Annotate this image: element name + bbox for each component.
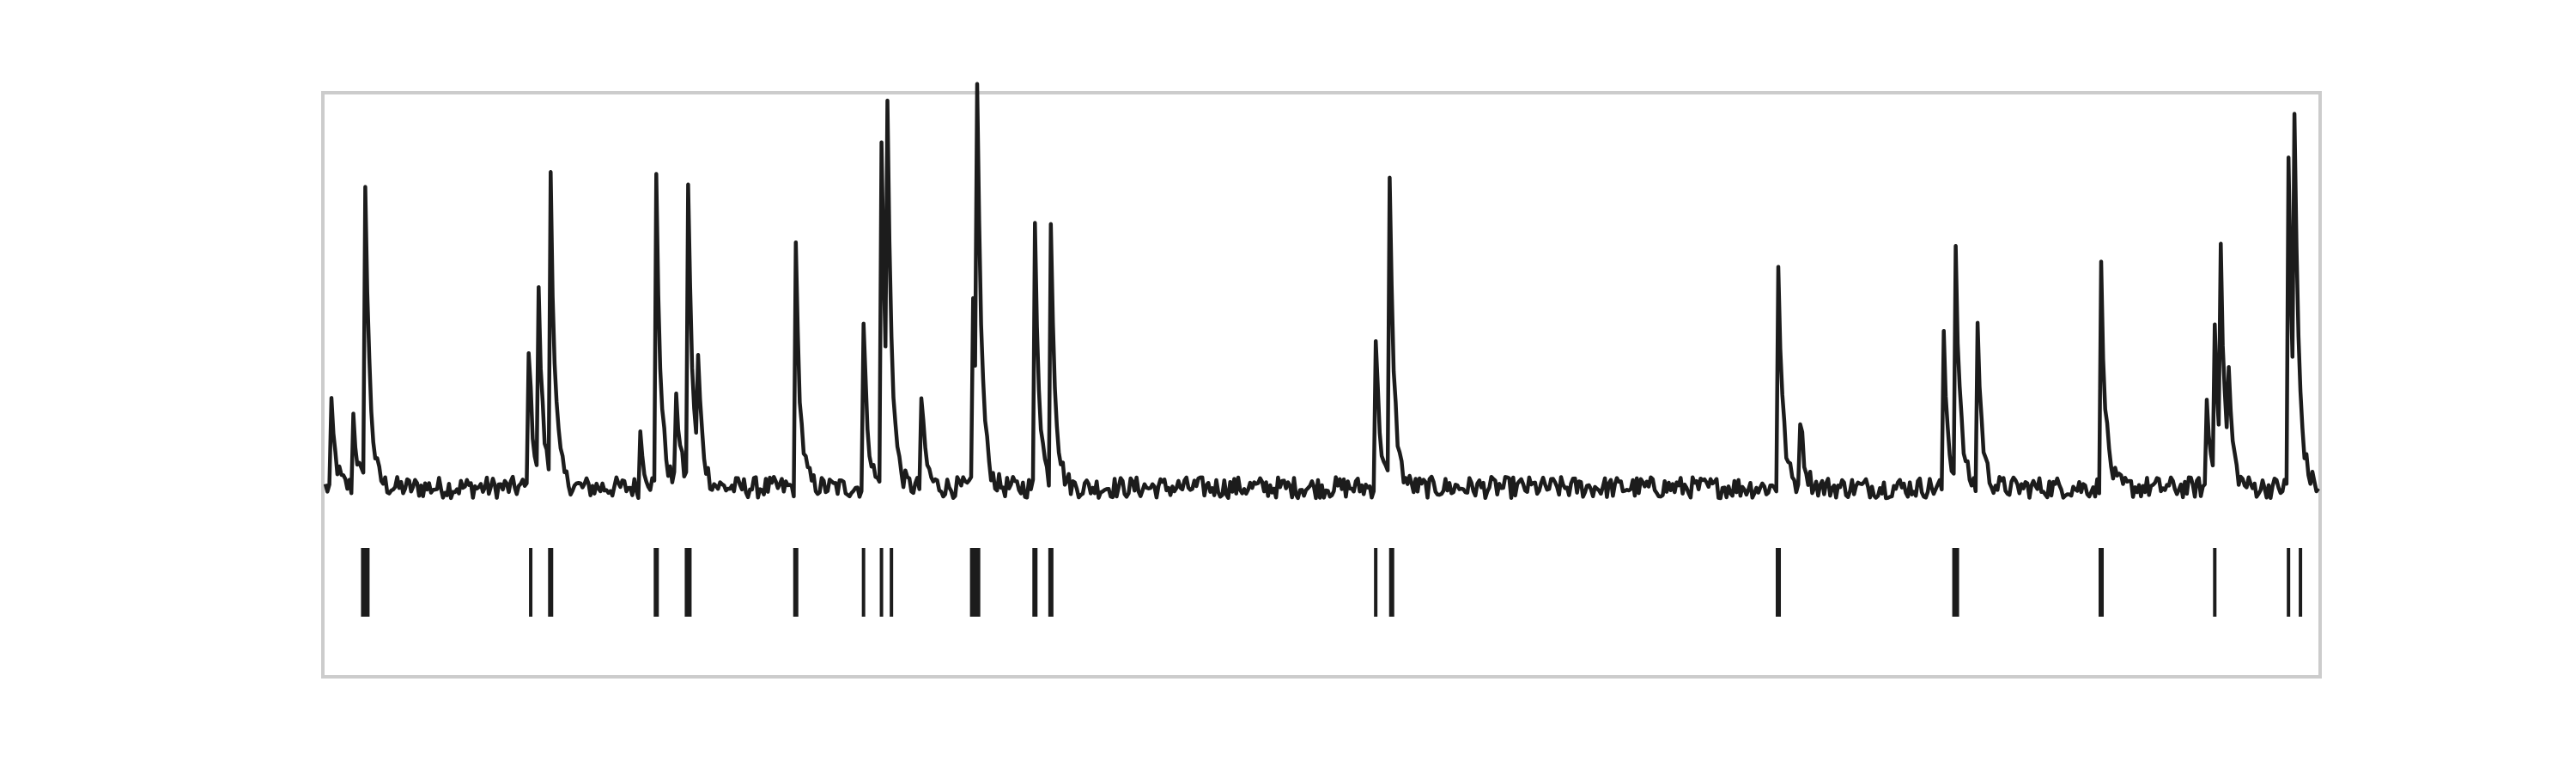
event-tick-7 xyxy=(861,548,866,617)
event-tick-10 xyxy=(969,548,981,617)
event-tick-3 xyxy=(548,548,554,617)
event-tick-13 xyxy=(1374,548,1378,617)
signal-trace-line xyxy=(323,82,2320,501)
event-tick-4 xyxy=(653,548,659,617)
event-tick-18 xyxy=(2213,548,2217,617)
event-tick-15 xyxy=(1776,548,1782,617)
event-tick-6 xyxy=(793,548,799,617)
event-tick-12 xyxy=(1048,548,1054,617)
event-tick-5 xyxy=(684,548,692,617)
event-tick-1 xyxy=(361,548,370,617)
event-tick-19 xyxy=(2287,548,2291,617)
event-tick-11 xyxy=(1032,548,1038,617)
event-tick-2 xyxy=(529,548,533,617)
event-tick-8 xyxy=(879,548,884,617)
plot-frame xyxy=(321,91,2322,679)
event-tick-17 xyxy=(2099,548,2105,617)
event-tick-9 xyxy=(890,548,894,617)
event-tick-20 xyxy=(2299,548,2303,617)
event-raster xyxy=(361,548,2303,617)
event-tick-16 xyxy=(1952,548,1959,617)
event-tick-14 xyxy=(1388,548,1394,617)
